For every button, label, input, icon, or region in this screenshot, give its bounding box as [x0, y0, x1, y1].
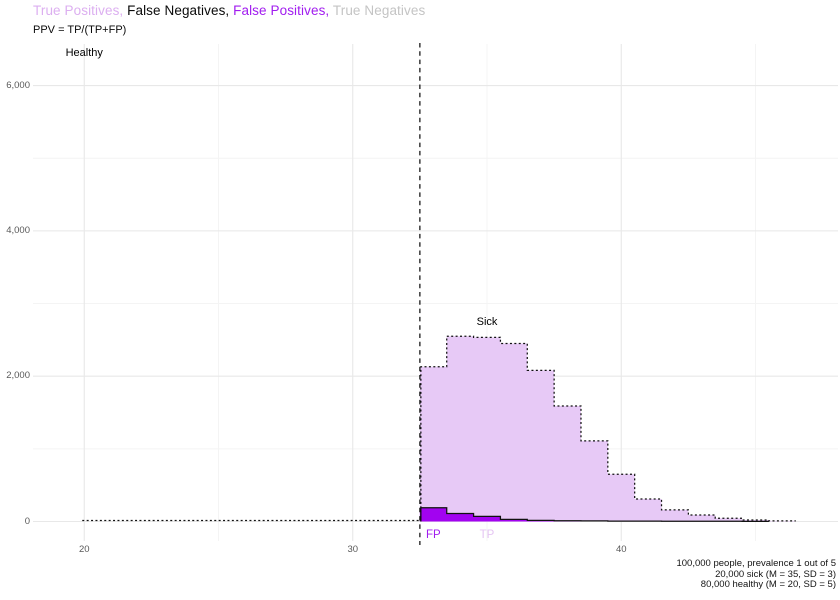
- y-tick-4,000: 4,000: [6, 224, 30, 236]
- x-tick-40: 40: [615, 544, 627, 555]
- y-tick-2,000: 2,000: [6, 370, 30, 382]
- x-tick-30: 30: [347, 544, 359, 555]
- caption-line-3: 80,000 healthy (M = 20, SD = 5): [700, 579, 836, 591]
- title-segment: False Negatives,: [123, 3, 230, 18]
- y-tick-0: 0: [24, 515, 30, 527]
- caption-line-2: 20,000 sick (M = 35, SD = 3): [715, 568, 836, 580]
- x-tick-20: 20: [78, 544, 90, 555]
- caption-line-1: 100,000 people, prevalence 1 out of 5: [676, 558, 836, 569]
- caption: 100,000 people, prevalence 1 out of 5 20…: [676, 558, 836, 591]
- annotation-healthy: Healthy: [65, 46, 103, 59]
- chart-title: True Positives, False Negatives, False P…: [33, 3, 425, 18]
- false-positives-area: [419, 507, 769, 522]
- title-segment: False Positives,: [229, 3, 330, 18]
- title-segment: True Negatives: [329, 3, 426, 18]
- false-positives-outline: [420, 507, 769, 522]
- chart-subtitle: PPV = TP/(TP+FP): [33, 24, 127, 36]
- annotation-tp: TP: [479, 529, 495, 542]
- true-positives-area: [419, 336, 796, 522]
- annotation-fp: FP: [425, 529, 441, 542]
- true-positives-outline: [420, 335, 796, 522]
- annotation-sick: Sick: [476, 315, 498, 328]
- y-tick-6,000: 6,000: [6, 79, 30, 91]
- title-segment: True Positives,: [33, 3, 124, 18]
